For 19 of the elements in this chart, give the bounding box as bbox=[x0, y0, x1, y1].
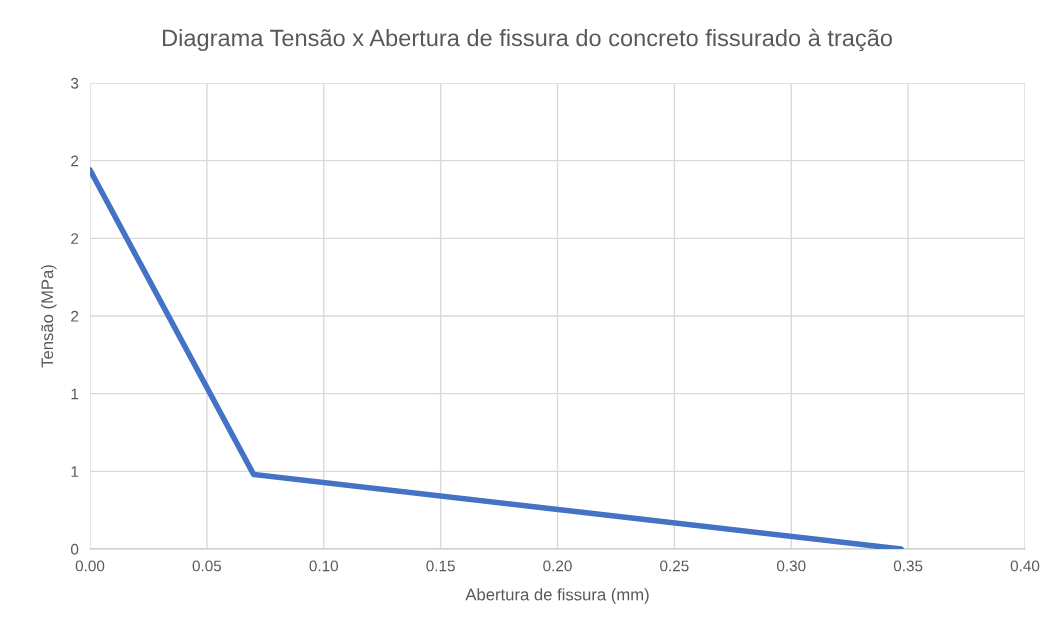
y-tick-label: 3 bbox=[70, 77, 79, 89]
chart-title: Diagrama Tensão x Abertura de fissura do concreto fissurado à tração bbox=[163, 28, 892, 52]
y-tick-label: 2 bbox=[71, 155, 79, 167]
y-axis-title: Tensão (MPa) bbox=[40, 265, 57, 368]
y-tick-label: 1 bbox=[71, 466, 79, 477]
x-tick-label: 0.00 bbox=[75, 560, 105, 572]
x-axis-title: Abertura de fissura (mm) bbox=[465, 588, 649, 604]
y-tick-label: 2 bbox=[71, 233, 79, 244]
y-tick-label: 2 bbox=[71, 310, 79, 322]
x-tick-label: 0.20 bbox=[543, 560, 572, 572]
x-tick-label: 0.25 bbox=[660, 560, 689, 572]
x-tick-label: 0.15 bbox=[426, 560, 455, 572]
x-tick-label: 0.05 bbox=[192, 560, 222, 572]
x-tick-label: 0.40 bbox=[1010, 560, 1040, 572]
y-tick-label: 0 bbox=[70, 543, 79, 555]
y-tick-label: 1 bbox=[71, 388, 79, 400]
x-tick-label: 0.35 bbox=[893, 560, 923, 572]
x-tick-label: 0.30 bbox=[776, 560, 806, 572]
x-tick-label: 0.10 bbox=[309, 560, 339, 572]
